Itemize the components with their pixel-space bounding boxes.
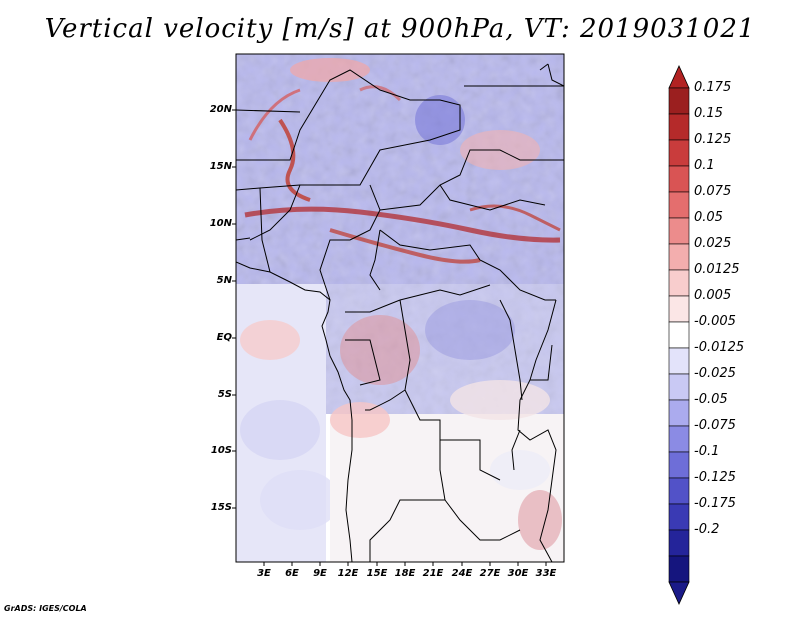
lat-label-5n: 5N	[216, 275, 232, 286]
colorbar-label: -0.125	[694, 470, 736, 485]
colorbar-label: 0.15	[694, 106, 723, 121]
colorbar-swatch	[668, 529, 690, 557]
lat-label-eq: EQ	[216, 332, 232, 343]
colorbar-label: -0.025	[694, 366, 736, 381]
colorbar-label: -0.175	[694, 496, 736, 511]
lon-label-30e: 30E	[507, 568, 529, 579]
axis-ticks	[232, 109, 547, 566]
colorbar	[668, 65, 690, 605]
lon-label-18e: 18E	[394, 568, 416, 579]
colorbar-swatch	[668, 139, 690, 167]
map-frame	[235, 53, 565, 563]
colorbar-label: -0.005	[694, 314, 736, 329]
colorbar-label: 0.1	[694, 158, 715, 173]
colorbar-swatch	[668, 87, 690, 115]
colorbar-swatch	[668, 295, 690, 323]
map-title: Vertical velocity [m/s] at 900hPa, VT: 2…	[44, 14, 756, 44]
lat-label-20n: 20N	[209, 104, 232, 115]
colorbar-label: 0.075	[694, 184, 732, 199]
colorbar-swatch	[668, 503, 690, 531]
lon-label-9e: 9E	[313, 568, 327, 579]
colorbar-swatch	[668, 113, 690, 141]
colorbar-label: -0.2	[694, 522, 720, 537]
lon-label-33e: 33E	[535, 568, 557, 579]
colorbar-swatch	[668, 555, 690, 583]
colorbar-label: -0.05	[694, 392, 728, 407]
colorbar-label: 0.125	[694, 132, 732, 147]
colorbar-swatch	[668, 399, 690, 427]
colorbar-swatch	[668, 217, 690, 245]
footer-credit: GrADS: IGES/COLA	[4, 604, 87, 613]
lat-label-10n: 10N	[209, 218, 232, 229]
lon-label-12e: 12E	[337, 568, 359, 579]
lon-label-21e: 21E	[422, 568, 444, 579]
lat-label-15s: 15S	[210, 502, 232, 513]
colorbar-swatch	[668, 347, 690, 375]
colorbar-swatch	[668, 451, 690, 479]
colorbar-swatch	[668, 321, 690, 349]
colorbar-label: -0.1	[694, 444, 720, 459]
lon-label-6e: 6E	[285, 568, 299, 579]
colorbar-label: -0.075	[694, 418, 736, 433]
colorbar-swatch	[668, 191, 690, 219]
lon-label-3e: 3E	[257, 568, 271, 579]
lon-label-24e: 24E	[451, 568, 473, 579]
colorbar-swatch	[668, 243, 690, 271]
colorbar-top-arrow	[668, 65, 690, 89]
colorbar-label: 0.05	[694, 210, 723, 225]
lat-label-5s: 5S	[217, 389, 232, 400]
lon-label-15e: 15E	[366, 568, 388, 579]
colorbar-bottom-arrow	[668, 581, 690, 605]
colorbar-label: 0.005	[694, 288, 732, 303]
colorbar-swatch	[668, 425, 690, 453]
colorbar-swatch	[668, 477, 690, 505]
colorbar-label: 0.0125	[694, 262, 740, 277]
velocity-field	[236, 54, 564, 562]
colorbar-swatch	[668, 269, 690, 297]
lon-label-27e: 27E	[479, 568, 501, 579]
colorbar-label: 0.175	[694, 80, 732, 95]
lat-label-10s: 10S	[210, 445, 232, 456]
lat-label-15n: 15N	[209, 161, 232, 172]
colorbar-swatch	[668, 373, 690, 401]
colorbar-swatch	[668, 165, 690, 193]
colorbar-label: -0.0125	[694, 340, 745, 355]
colorbar-label: 0.025	[694, 236, 732, 251]
